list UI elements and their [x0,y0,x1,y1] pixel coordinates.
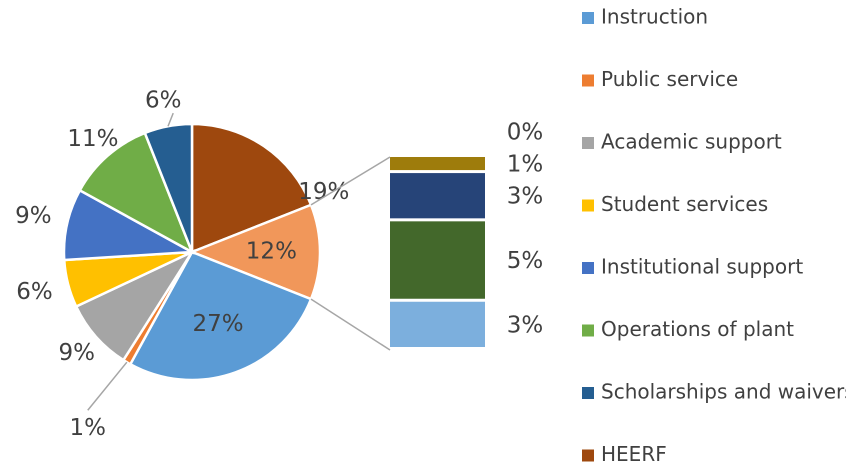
bar-label: 3% [507,312,544,338]
bar-label: 1% [507,152,544,178]
legend-swatch [582,199,594,212]
slice-label: 1% [69,415,106,441]
bar-segment [390,221,485,299]
legend-label: Public service [601,67,738,91]
legend-label: Scholarships and waivers [601,380,846,404]
legend-swatch [582,12,594,24]
slice-label: 9% [59,340,96,366]
bar-label: 0% [507,120,544,146]
legend-label: Instruction [601,5,708,29]
slice-label: 6% [145,88,182,114]
legend-swatch [582,387,594,399]
legend-swatch [582,449,594,462]
legend-label: Institutional support [601,255,803,279]
legend-swatch [582,324,594,337]
leader-line [87,361,128,411]
legend-swatch [582,262,594,274]
slice-label: 6% [16,279,53,305]
connector [310,298,391,351]
slice-label: 12% [246,239,297,265]
pie-slice [78,131,195,255]
slice-label: 27% [192,311,243,337]
slice-label: 9% [15,203,52,229]
legend-label: Academic support [601,130,782,154]
pie-slice [143,122,194,253]
slice-label: 11% [67,126,118,152]
bar-segment [390,301,485,347]
bar-label: 3% [507,184,544,210]
bar-segment [390,157,485,171]
bar-label: 5% [507,248,544,274]
slice-label: 19% [298,179,349,205]
legend-label: Operations of plant [601,317,794,341]
legend-label: Student services [601,192,768,216]
pie-slice [190,122,313,254]
pie-slice [188,203,322,301]
legend-swatch [582,74,594,87]
legend-swatch [582,137,594,149]
connector [310,156,391,206]
bar-segment [390,173,485,219]
leader-line [167,112,174,127]
legend-label: HEERF [601,442,667,465]
